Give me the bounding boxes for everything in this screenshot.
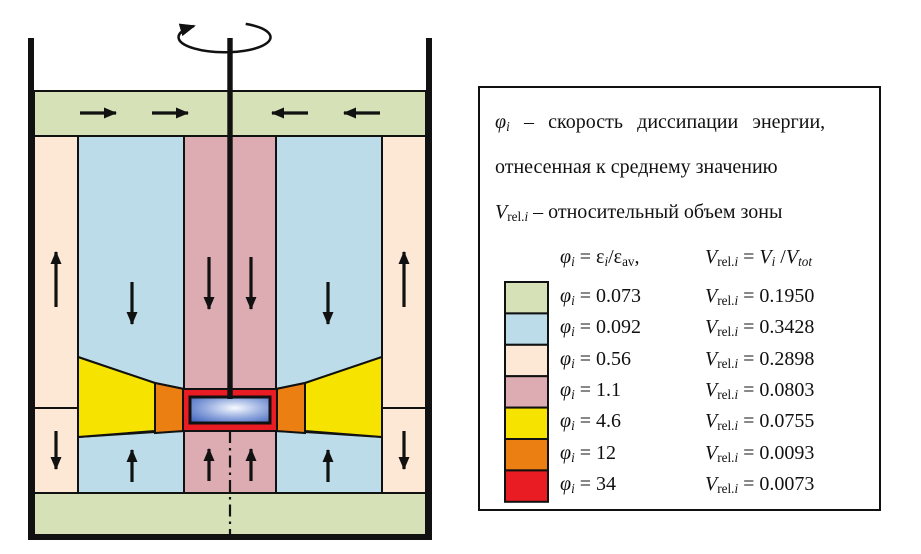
legend-phi-cell: φi = 0.56 [560, 348, 705, 372]
legend-definition-phi: φi – скорость диссипации энергии, [495, 111, 826, 134]
legend-row: φi = 0.073 Vrel.i = 0.1950 [495, 281, 869, 312]
legend-box: φi – скорость диссипации энергии, отнесе… [478, 86, 881, 511]
legend-swatch-blue [504, 312, 549, 346]
vrel-symbol: Vrel.i = [705, 441, 760, 465]
phi-value: 4.6 [596, 410, 622, 433]
zone-near-impeller-orange-right [275, 381, 306, 435]
legend-row: φi = 1.1 Vrel.i = 0.0803 [495, 375, 869, 406]
vessel-wall-left [28, 38, 34, 540]
zone-bulk-blue-upper-left [77, 135, 185, 391]
vrel-value: 0.1950 [759, 284, 815, 307]
formula-phi: φi = εi/εav, [560, 246, 640, 269]
vessel-bottom [28, 534, 432, 540]
legend-vrel-cell: Vrel.i = 0.0803 [705, 379, 814, 403]
phi-value: 12 [596, 441, 617, 464]
zone-near-impeller-orange-left [154, 381, 185, 435]
phi-value: 1.1 [596, 378, 622, 401]
impeller-blade [188, 395, 272, 425]
vrel-value: 0.0073 [759, 473, 815, 496]
legend-phi-cell: φi = 4.6 [560, 410, 705, 434]
vrel-value: 0.0093 [759, 441, 815, 464]
phi-value: 0.56 [596, 347, 632, 370]
legend-definition-vrel: Vrel.i – относительный объем зоны [495, 201, 783, 224]
vrel-value: 0.0755 [759, 410, 815, 433]
legend-row: φi = 12 Vrel.i = 0.0093 [495, 438, 869, 469]
legend-row: φi = 0.092 Vrel.i = 0.3428 [495, 312, 869, 343]
phi-symbol: φi = [560, 316, 597, 340]
legend-phi-cell: φi = 0.092 [560, 316, 705, 340]
agitator-shaft [227, 38, 233, 399]
vessel-wall-right [426, 38, 432, 540]
stirred-vessel-diagram [28, 22, 432, 540]
legend-formulas: φi = εi/εav, Vrel.i = Vi /Vtot [495, 235, 869, 280]
vrel-symbol: Vrel.i = [705, 284, 760, 308]
legend-vrel-cell: Vrel.i = 0.2898 [705, 348, 814, 372]
vrel-value: 0.2898 [759, 347, 815, 370]
legend-phi-cell: φi = 34 [560, 473, 705, 497]
phi-symbol: φi = [560, 347, 597, 371]
legend-swatch-red [504, 469, 549, 503]
legend-vrel-cell: Vrel.i = 0.0093 [705, 442, 814, 466]
legend-phi-cell: φi = 0.073 [560, 285, 705, 309]
phi-symbol: φi = [560, 441, 597, 465]
phi-value: 0.092 [596, 316, 642, 339]
vrel-value: 0.0803 [759, 378, 815, 401]
phi-symbol: φi = [560, 284, 597, 308]
vrel-symbol: Vrel.i = [705, 316, 760, 340]
formula-vrel: Vrel.i = Vi /Vtot [705, 246, 812, 269]
legend-vrel-cell: Vrel.i = 0.1950 [705, 285, 814, 309]
phi-symbol: φi = [560, 378, 597, 402]
vrel-symbol: Vrel.i = [705, 473, 760, 496]
zone-bulk-blue-upper-right [275, 135, 383, 391]
legend-phi-cell: φi = 12 [560, 442, 705, 466]
vrel-symbol: Vrel.i = [705, 410, 760, 434]
legend-vrel-cell: Vrel.i = 0.0073 [705, 473, 814, 497]
phi-symbol: φi = [560, 473, 597, 496]
phi-value: 0.073 [596, 284, 642, 307]
legend-phi-cell: φi = 1.1 [560, 379, 705, 403]
legend-row: φi = 34 Vrel.i = 0.0073 [495, 469, 869, 500]
legend-definition-phi-continued: отнесенная к среднему значению [495, 156, 778, 178]
vrel-symbol: Vrel.i = [705, 347, 760, 371]
legend-swatch-yellow [504, 406, 549, 440]
legend-vrel-cell: Vrel.i = 0.0755 [705, 410, 814, 434]
legend-swatch-green [504, 281, 549, 315]
legend-swatch-column [504, 281, 549, 503]
legend-swatch-pink [504, 375, 549, 409]
legend-swatch-cream [504, 343, 549, 378]
legend-rows: φi = 0.073 Vrel.i = 0.1950 φi = 0.092 Vr… [495, 281, 869, 503]
phi-symbol: φi = [560, 410, 597, 434]
vrel-symbol: Vrel.i = [705, 378, 760, 402]
legend-row: φi = 0.56 Vrel.i = 0.2898 [495, 344, 869, 375]
legend-vrel-cell: Vrel.i = 0.3428 [705, 316, 814, 340]
rotation-arrow [177, 22, 272, 54]
legend-swatch-orange [504, 438, 549, 472]
phi-value: 34 [596, 473, 617, 496]
vrel-value: 0.3428 [759, 316, 815, 339]
legend-row: φi = 4.6 Vrel.i = 0.0755 [495, 407, 869, 438]
